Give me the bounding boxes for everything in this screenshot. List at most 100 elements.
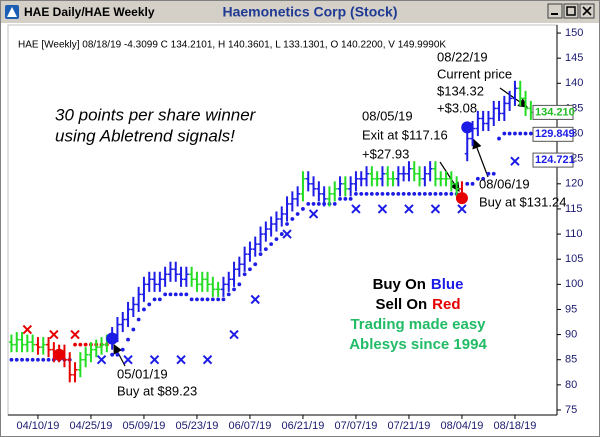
minimize-button[interactable] bbox=[547, 3, 563, 19]
stop-dot bbox=[258, 252, 263, 257]
stop-dot bbox=[126, 337, 130, 342]
stop-dot bbox=[179, 292, 183, 297]
arrow bbox=[472, 138, 489, 178]
stop-dot bbox=[216, 297, 221, 302]
x-marker bbox=[176, 355, 186, 365]
stop-dot bbox=[528, 131, 533, 136]
stop-dot bbox=[168, 292, 173, 297]
stop-dot bbox=[253, 262, 258, 267]
y-tick-label: 145 bbox=[565, 52, 583, 64]
maximize-button[interactable] bbox=[563, 3, 579, 19]
stop-dot bbox=[232, 287, 236, 292]
stop-dot bbox=[41, 357, 46, 362]
y-tick-label: 110 bbox=[565, 228, 583, 240]
slogan-part: Trading made easy bbox=[350, 316, 486, 333]
stop-dot bbox=[523, 131, 528, 136]
price-label-box bbox=[532, 104, 574, 120]
stop-dot bbox=[444, 191, 448, 196]
stop-dot bbox=[195, 297, 199, 302]
slogan-part: Ablesys since 1994 bbox=[349, 336, 487, 353]
stop-dot bbox=[142, 307, 146, 312]
stop-dot bbox=[481, 176, 486, 181]
stop-dot bbox=[502, 131, 507, 136]
stop-dot bbox=[210, 297, 215, 302]
slogan-part: Sell On bbox=[375, 296, 427, 313]
stop-dot bbox=[200, 297, 205, 302]
stop-dot bbox=[152, 297, 157, 302]
x-marker bbox=[430, 204, 441, 214]
slogan-part: Red bbox=[432, 296, 460, 313]
stop-dot bbox=[173, 292, 178, 297]
x-tick-label: 06/21/19 bbox=[282, 420, 325, 432]
y-tick-label: 75 bbox=[565, 404, 577, 416]
x-marker bbox=[70, 329, 80, 340]
stop-dot bbox=[83, 342, 88, 347]
x-tick-label: 04/25/19 bbox=[70, 420, 113, 432]
stop-dot bbox=[301, 207, 305, 211]
y-tick-label: 85 bbox=[565, 354, 577, 366]
stop-dot bbox=[274, 237, 279, 241]
slogan-line: Trading made easy bbox=[350, 316, 486, 333]
stop-dot bbox=[306, 202, 311, 206]
annotation: 30 points per share winner bbox=[55, 105, 257, 124]
stop-dot bbox=[359, 191, 364, 196]
stop-dot bbox=[163, 292, 168, 297]
stop-dot bbox=[110, 352, 115, 357]
stop-dot bbox=[348, 196, 353, 201]
y-tick-label: 115 bbox=[565, 203, 583, 215]
x-tick-label: 05/09/19 bbox=[123, 420, 166, 432]
x-marker bbox=[149, 355, 160, 365]
stop-dot bbox=[438, 191, 443, 196]
stop-dot bbox=[364, 191, 369, 196]
stop-dot bbox=[237, 282, 242, 287]
slogan-part: Buy On bbox=[373, 276, 426, 293]
stop-dot bbox=[354, 191, 358, 196]
stop-dot bbox=[295, 212, 300, 216]
window-buttons[interactable] bbox=[547, 3, 595, 19]
stop-dot bbox=[248, 267, 252, 272]
app-icon bbox=[5, 5, 19, 19]
window-title: HAE Daily/HAE Weekly bbox=[24, 5, 155, 19]
stop-dot bbox=[491, 171, 496, 176]
x-marker bbox=[96, 355, 107, 365]
stop-dot bbox=[380, 191, 385, 196]
slogan-line: Buy On Blue bbox=[373, 276, 464, 293]
stop-dot bbox=[136, 317, 141, 322]
stop-dot bbox=[263, 247, 268, 252]
x-tick-label: 08/18/19 bbox=[494, 420, 537, 432]
stop-dot bbox=[189, 297, 194, 302]
signal-dot bbox=[106, 332, 119, 345]
y-tick-label: 120 bbox=[565, 178, 583, 190]
stop-dot bbox=[36, 357, 40, 362]
info-line: HAE [Weekly] 08/18/19 -4.3099 C 134.2101… bbox=[18, 40, 446, 51]
stop-dot bbox=[449, 191, 454, 196]
y-tick-label: 80 bbox=[565, 379, 577, 391]
slogan-line: Ablesys since 1994 bbox=[349, 336, 487, 353]
annotation: 05/01/19 bbox=[117, 366, 168, 381]
x-tick-label: 08/04/19 bbox=[441, 420, 484, 432]
x-marker bbox=[510, 156, 520, 166]
stop-dot bbox=[369, 191, 374, 196]
stop-dot bbox=[343, 196, 348, 201]
stop-dot bbox=[46, 357, 51, 362]
stop-dot bbox=[391, 191, 395, 196]
stop-dot bbox=[147, 302, 152, 307]
stop-dot bbox=[311, 202, 316, 206]
annotation: +$27.93 bbox=[362, 146, 409, 161]
annotation: 08/05/19 bbox=[362, 108, 413, 123]
x-marker bbox=[22, 324, 33, 335]
stop-dot bbox=[184, 292, 189, 297]
stop-dot bbox=[338, 196, 342, 201]
y-tick-label: 140 bbox=[565, 77, 583, 89]
stop-dot bbox=[221, 297, 226, 302]
stop-dot bbox=[9, 357, 14, 362]
stop-dot bbox=[269, 242, 274, 247]
y-tick-label: 90 bbox=[565, 328, 577, 340]
x-marker bbox=[229, 329, 239, 340]
stop-dot bbox=[497, 136, 501, 141]
stop-dot bbox=[157, 297, 162, 302]
y-tick-label: 100 bbox=[565, 278, 583, 290]
close-icon bbox=[582, 6, 592, 16]
price-label: 129.849 bbox=[535, 128, 575, 140]
annotation: 08/22/19 bbox=[437, 49, 488, 64]
